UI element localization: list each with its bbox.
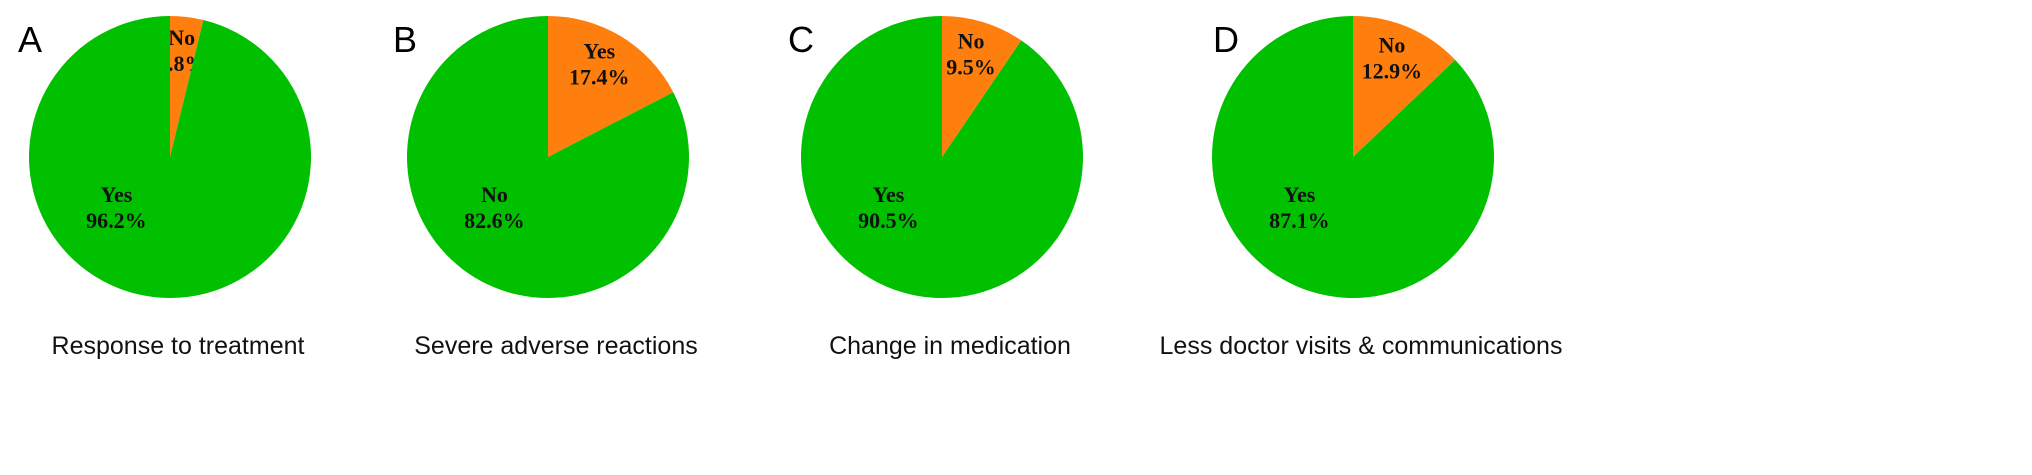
slice-value-label: 82.6% xyxy=(464,208,525,233)
slice-category: Yes xyxy=(101,182,133,207)
pie-slice xyxy=(170,16,204,157)
slice-category: Yes xyxy=(873,182,905,207)
pie-slice xyxy=(1353,16,1456,157)
pie-slice xyxy=(1212,16,1495,298)
panel-letter: C xyxy=(788,19,814,60)
panel-letter: B xyxy=(393,19,417,60)
pie-caption: Response to treatment xyxy=(52,332,305,360)
slice-category: Yes xyxy=(583,39,615,64)
panel-letter: D xyxy=(1213,19,1239,60)
pie-caption: Severe adverse reactions xyxy=(414,332,697,360)
slice-category: Yes xyxy=(1284,182,1316,207)
slice-value-label: 90.5% xyxy=(858,208,919,233)
pie-caption: Less doctor visits & communications xyxy=(1160,332,1563,360)
pie-slice xyxy=(942,16,1022,157)
pie-caption: Change in medication xyxy=(829,332,1071,360)
slice-value-label: 87.1% xyxy=(1269,208,1330,233)
slice-category: No xyxy=(168,25,195,50)
slice-value-label: 9.5% xyxy=(946,55,996,80)
slice-category: No xyxy=(1378,32,1405,57)
pie-slice xyxy=(548,16,674,157)
pie-slice xyxy=(407,16,689,298)
pie-slice xyxy=(28,16,311,298)
slice-category: No xyxy=(481,182,508,207)
panel-letter: A xyxy=(18,19,42,60)
slice-value-label: 96.2% xyxy=(86,208,147,233)
slice-value-label: 12.9% xyxy=(1362,58,1423,83)
pie-slice xyxy=(801,16,1083,298)
slice-category: No xyxy=(958,29,985,54)
slice-value-label: 17.4% xyxy=(569,65,630,90)
